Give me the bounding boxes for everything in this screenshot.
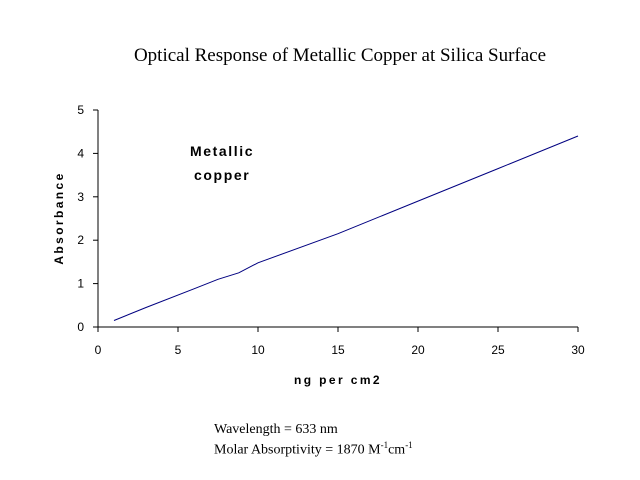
x-tick-label: 15 bbox=[331, 343, 345, 357]
annotation-copper: copper bbox=[194, 167, 250, 183]
absorptivity-prefix: Molar Absorptivity = 1870 M bbox=[214, 442, 381, 458]
y-tick-label: 2 bbox=[77, 233, 84, 247]
x-tick-label: 25 bbox=[491, 343, 505, 357]
x-tick-label: 30 bbox=[571, 343, 585, 357]
x-tick-label: 5 bbox=[175, 343, 182, 357]
absorptivity-note: Molar Absorptivity = 1870 M-1cm-1 bbox=[214, 440, 413, 459]
y-tick-label: 3 bbox=[77, 190, 84, 204]
plot-area bbox=[113, 135, 579, 321]
annotation-metallic: Metallic bbox=[190, 143, 254, 159]
absorptivity-unit: cm bbox=[388, 442, 406, 458]
x-axis-label: ng per cm2 bbox=[294, 373, 382, 387]
chart-title: Optical Response of Metallic Copper at S… bbox=[134, 45, 546, 66]
y-tick-label: 5 bbox=[77, 103, 84, 117]
x-tick-label: 0 bbox=[95, 343, 102, 357]
y-tick-label: 4 bbox=[77, 146, 84, 160]
series-line bbox=[113, 135, 579, 321]
absorptivity-exponent-2: -1 bbox=[405, 440, 413, 450]
y-tick-label: 1 bbox=[77, 277, 84, 291]
y-tick-label: 0 bbox=[77, 320, 84, 334]
absorptivity-exponent-1: -1 bbox=[380, 440, 389, 450]
x-tick-label: 20 bbox=[411, 343, 425, 357]
wavelength-note: Wavelength = 633 nm bbox=[214, 422, 338, 437]
y-axis-label: Absorbance bbox=[52, 171, 66, 264]
x-tick-label: 10 bbox=[251, 343, 265, 357]
axes: 0 1 2 3 4 5 0 5 10 15 20 25 30 bbox=[77, 103, 585, 357]
